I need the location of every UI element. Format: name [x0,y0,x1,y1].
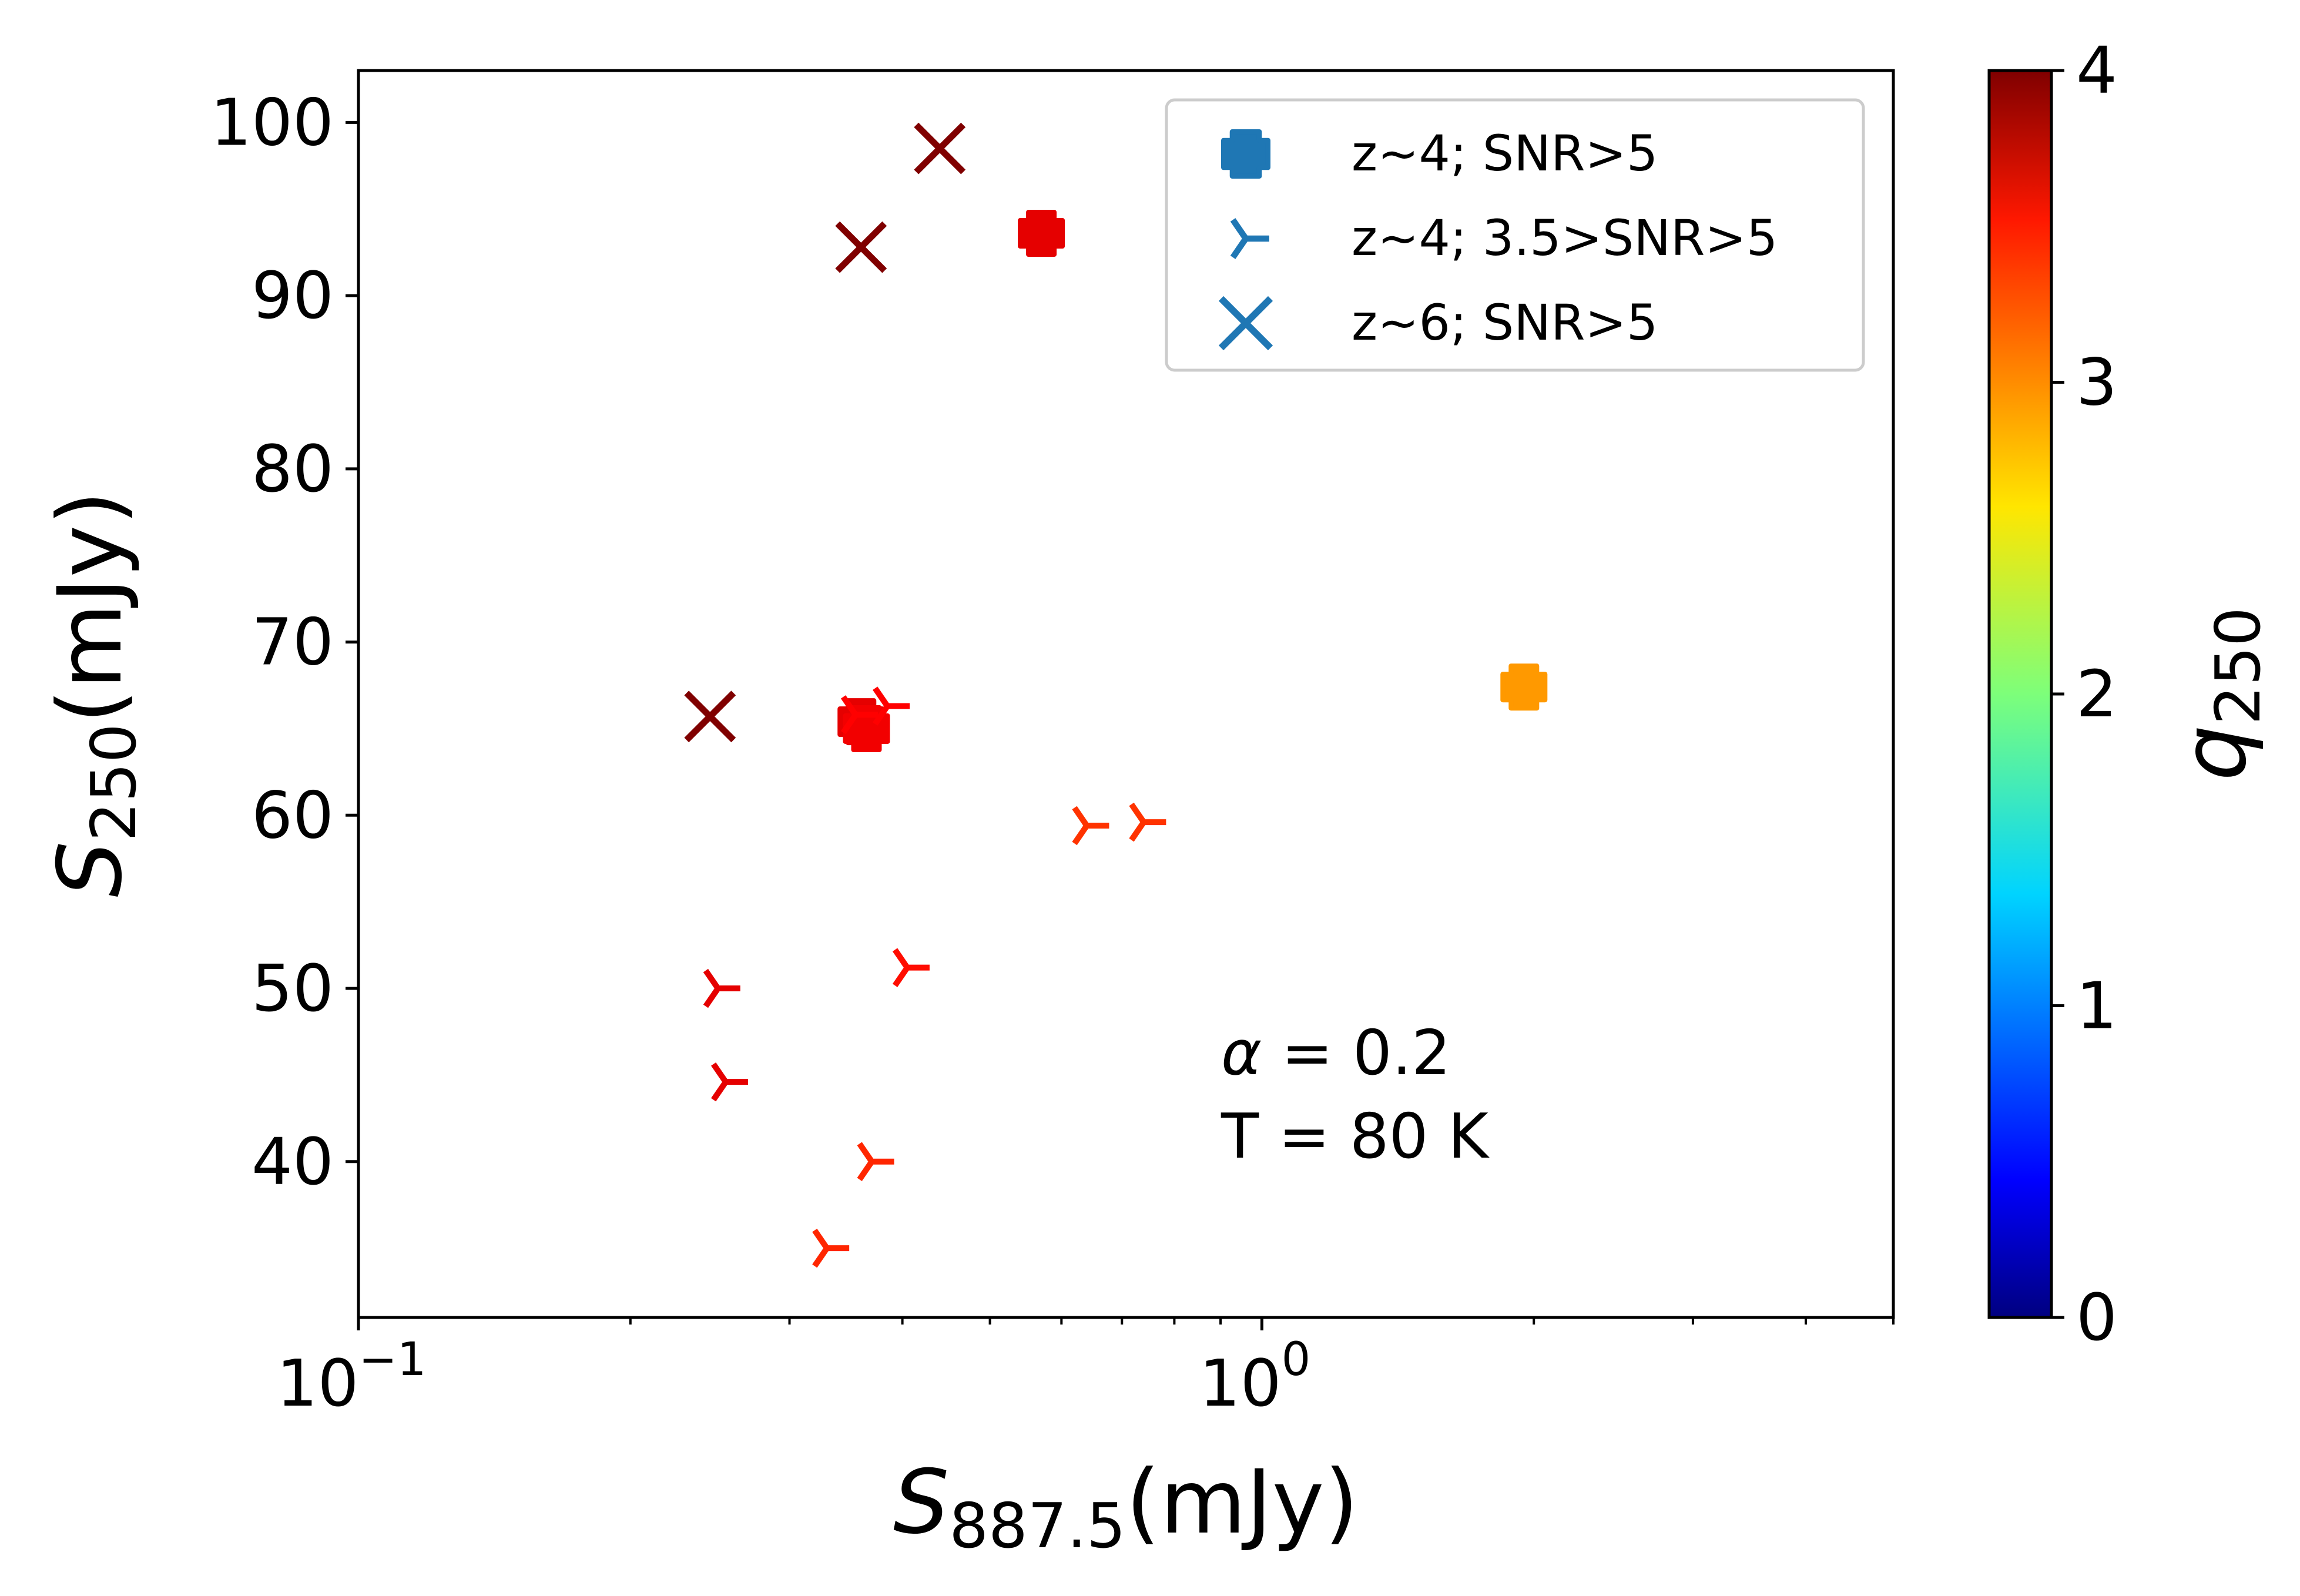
x-axis-label-unit: (mJy) [1126,1451,1359,1554]
y-axis-label-unit: (mJy) [39,491,142,723]
colorbar-tick-label: 3 [2076,345,2117,420]
data-point-tri-1-7 [857,1142,894,1181]
y-axis: 40 50 60 70 80 90 100 [210,85,358,1199]
colorbar-ticks: 0 1 2 3 4 [2051,33,2117,1355]
x-axis-label-sub: 887.5 [949,1490,1126,1562]
colorbar-tick-label: 1 [2076,968,2117,1044]
legend-box [1165,98,1865,372]
legend-marker-tri [1230,218,1269,259]
data-point-plus-0-0 [1018,210,1065,257]
x-tick-label: 100 [1199,1333,1311,1421]
x-axis-label: S887.5(mJy) [893,1451,1359,1562]
y-axis-label-sub: 250 [78,723,150,841]
colorbar-label-sub: 250 [2202,607,2274,725]
y-tick-label: 40 [252,1124,334,1199]
data-point-tri-1-3 [1129,802,1166,842]
y-tick-label: 70 [252,605,334,680]
colorbar-tick-label: 4 [2076,33,2117,108]
data-point-x-2-2 [684,690,736,743]
x-axis: 10−1 100 [277,1317,1895,1421]
colorbar: 0 1 2 3 4 q250 [1987,33,2274,1355]
x-tick-label: 10−1 [277,1333,427,1421]
y-tick-label: 50 [252,951,334,1026]
annotation-temperature: T = 80 K [1221,1101,1490,1172]
data-point-plus-0-3 [1500,663,1548,711]
y-axis-label-main: S [39,841,142,897]
data-point-tri-1-4 [892,948,930,987]
colorbar-tick-label: 2 [2076,656,2117,732]
x-axis-label-main: S [893,1451,949,1554]
colorbar-label-main: q [2164,725,2266,781]
data-point-tri-1-2 [1072,806,1109,846]
legend-label: z~4; 3.5>SNR>5 [1352,209,1778,267]
colorbar-label: q250 [2164,607,2274,781]
data-point-tri-1-8 [812,1228,850,1268]
annotation-alpha-value: = 0.2 [1262,1017,1451,1089]
data-point-x-2-1 [835,221,887,273]
plot-frame [357,69,1895,1319]
data-point-tri-1-1 [873,686,910,726]
legend-marker-x [1218,296,1273,351]
data-point-tri-1-0 [840,695,878,735]
y-tick-label: 80 [252,431,334,507]
legend-marker-plus [1221,129,1270,179]
y-tick-label: 90 [252,258,334,333]
data-point-tri-1-5 [703,968,740,1008]
legend-label: z~4; SNR>5 [1352,125,1658,182]
svg-text:α = 0.2: α = 0.2 [1221,1017,1451,1089]
colorbar-gradient [1989,71,2051,1317]
legend: z~4; SNR>5 z~4; 3.5>SNR>5 z~6; SNR>5 [1165,98,1865,372]
data-point-tri-1-6 [710,1062,749,1102]
data-markers [684,122,1548,1268]
annotation: α = 0.2 T = 80 K [1221,1017,1490,1172]
legend-entries: z~4; SNR>5 z~4; 3.5>SNR>5 z~6; SNR>5 [1218,125,1778,351]
data-point-x-2-0 [914,122,966,175]
annotation-alpha: α [1221,1017,1262,1089]
legend-label: z~6; SNR>5 [1352,294,1658,351]
colorbar-tick-label: 0 [2076,1280,2117,1355]
y-axis-label: S250(mJy) [39,491,150,897]
y-tick-label: 100 [210,85,334,160]
y-tick-label: 60 [252,777,334,853]
